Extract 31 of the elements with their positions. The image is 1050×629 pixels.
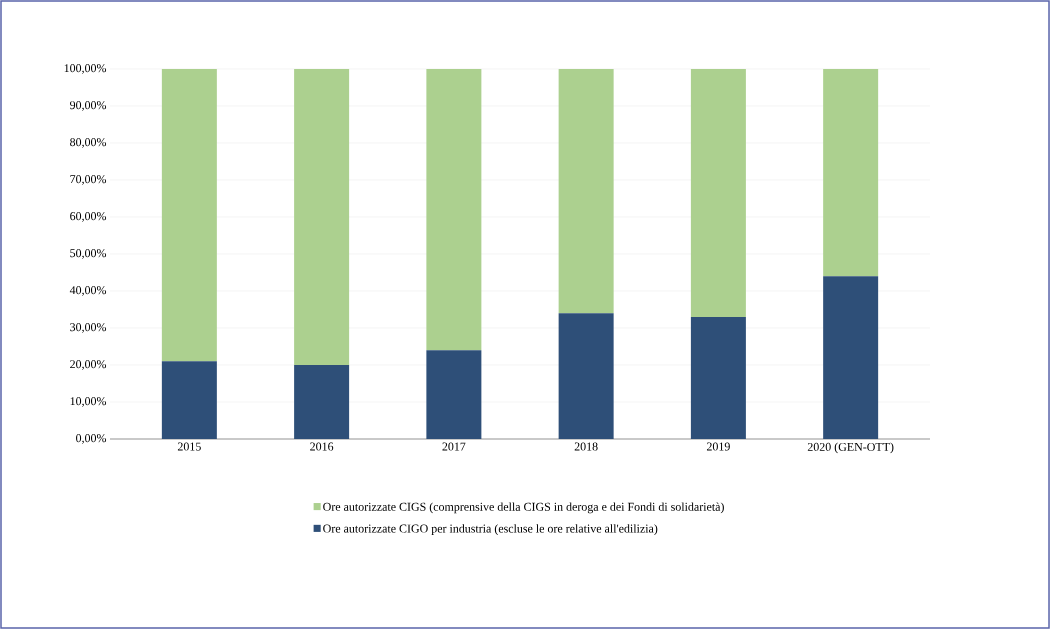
bar [426,350,482,439]
x-tick-label: 2017 [442,442,466,451]
x-tick-label: 2018 [574,442,598,451]
bar [294,365,350,439]
bar [690,316,746,439]
x-tick-label: 2020 (GEN-OTT) [807,442,894,454]
y-tick-label: 90,00% [70,101,107,111]
y-tick-label: 100,00% [64,64,107,74]
y-tick-label: 20,00% [70,360,107,370]
y-tick-label: 10,00% [70,397,107,407]
bar [558,69,614,314]
legend-label: Ore autorizzate CIGS (comprensive della CIGS in deroga e dei Fondi di solidarietà) [323,502,724,514]
y-tick-label: 0,00% [76,434,107,444]
y-tick-label: 70,00% [70,175,107,185]
bar [426,69,482,351]
x-tick-label: 2016 [310,442,334,451]
y-tick-label: 40,00% [69,286,107,296]
x-tick-label: 2015 [177,442,201,451]
y-tick-label: 60,00% [70,212,107,222]
bar [823,276,879,439]
bar [823,69,879,277]
bar [558,313,614,439]
bar [161,69,217,362]
y-tick-label: 80,00% [70,138,107,148]
x-tick-label: 2019 [706,442,730,451]
legend-label: Ore autorizzate CIGO per industria (escluse le ore relative all'edilizia) [323,524,658,536]
y-tick-label: 30,00% [70,323,107,333]
y-tick-label: 50,00% [70,249,107,259]
bar [690,69,746,317]
bar [161,361,217,439]
bar [294,69,350,365]
